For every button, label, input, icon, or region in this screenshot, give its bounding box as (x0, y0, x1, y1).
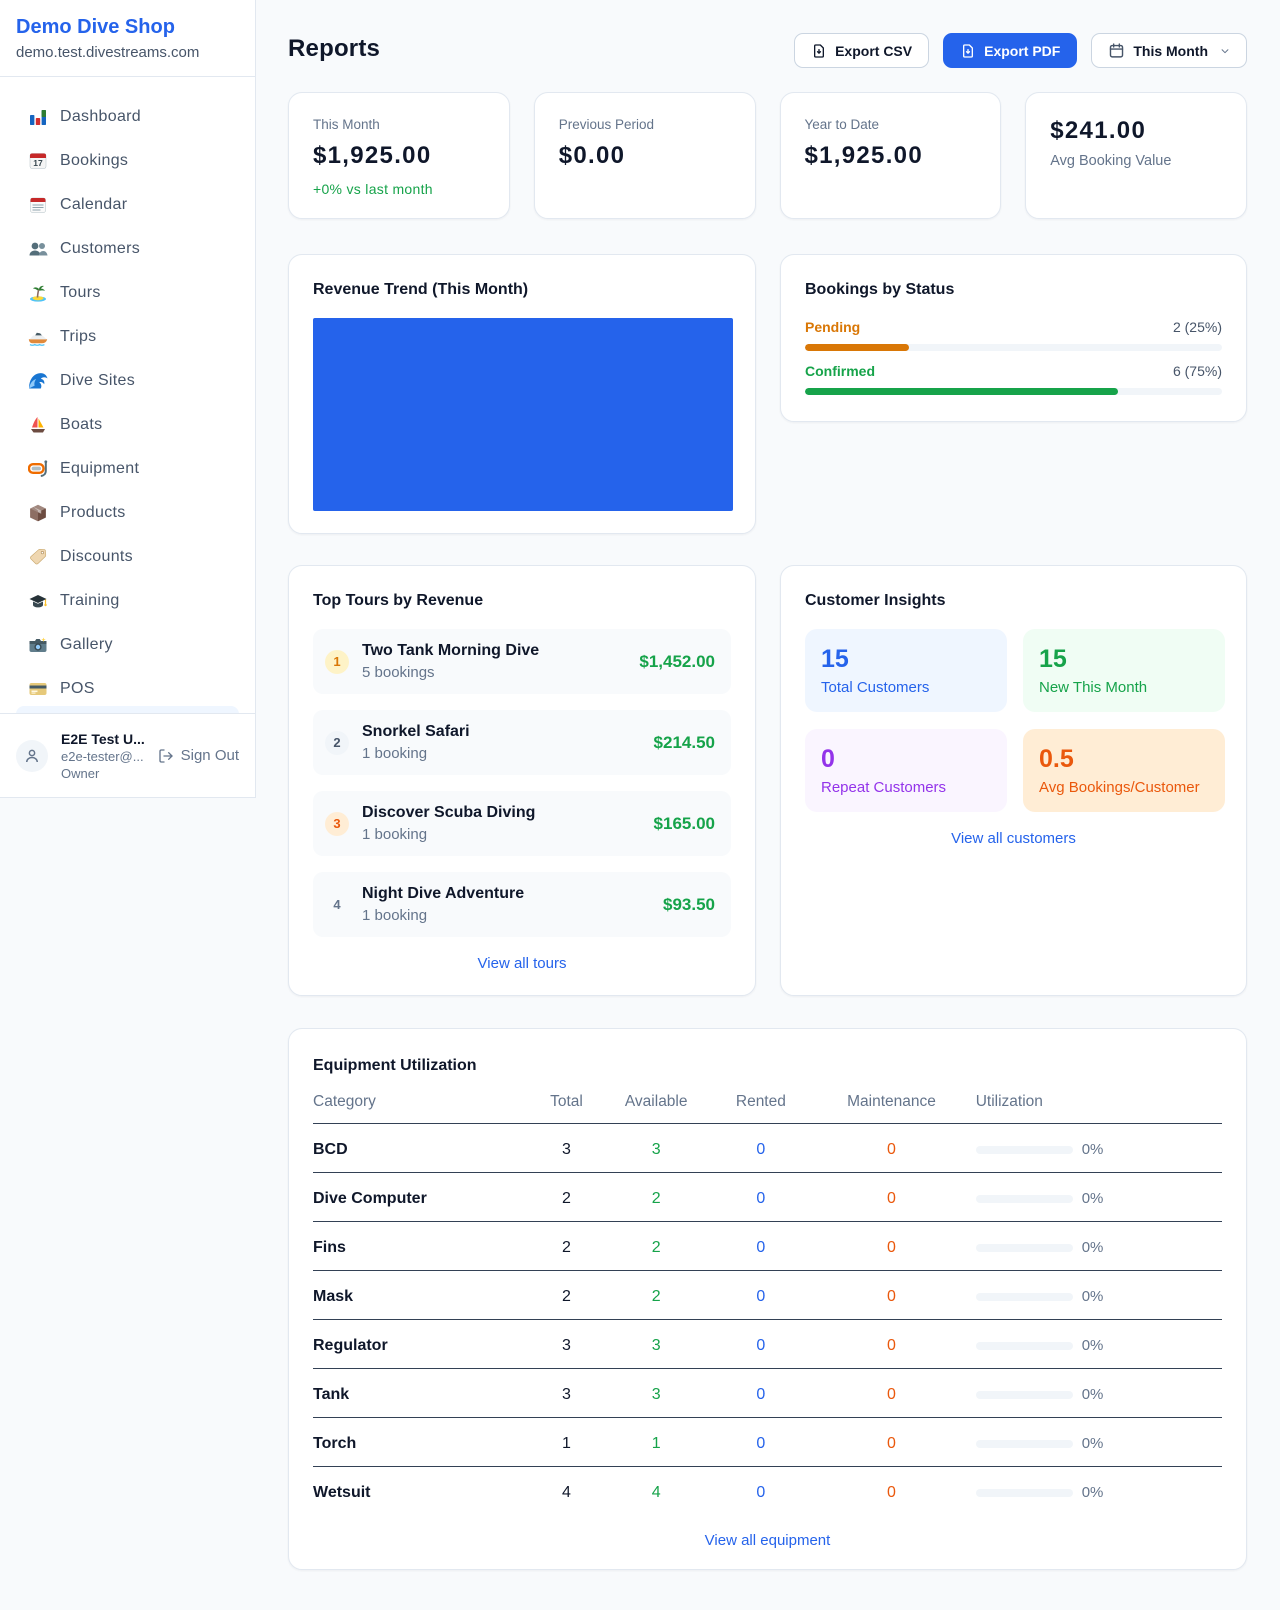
svg-text:17: 17 (33, 158, 43, 168)
